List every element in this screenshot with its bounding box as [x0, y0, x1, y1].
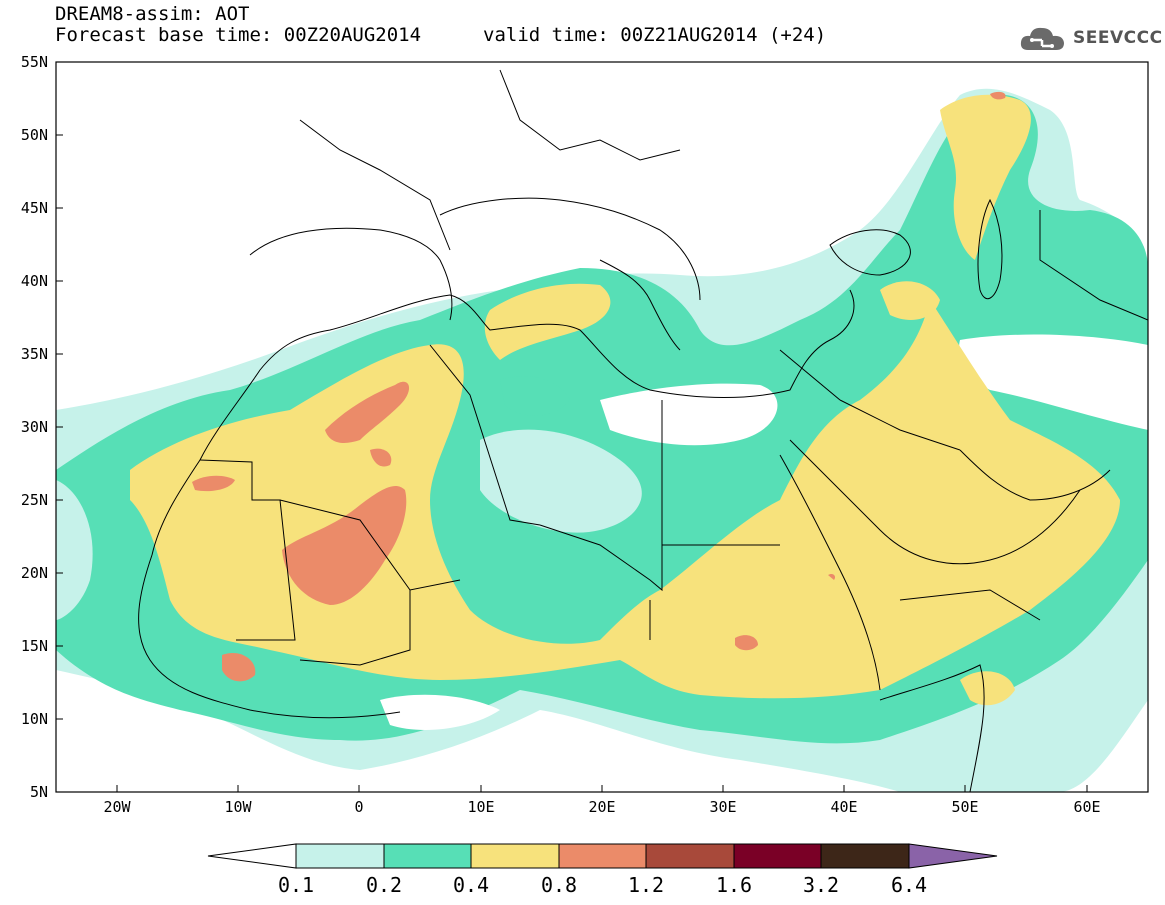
colorbar-swatch — [558, 843, 647, 869]
lat-label: 40N — [21, 272, 48, 290]
lon-label: 10W — [224, 798, 252, 816]
colorbar-swatch — [383, 843, 472, 869]
aot-band-0.8 — [282, 485, 407, 605]
lat-label: 55N — [21, 53, 48, 71]
colorbar-label: 6.4 — [891, 873, 927, 897]
colorbar-label: 1.6 — [716, 873, 752, 897]
longitude-axis: 20W 10W 0 10E 20E 30E 40E 50E 60E — [103, 785, 1101, 816]
logo-text: SEEVCCC — [1073, 28, 1163, 48]
lon-label: 20W — [103, 798, 131, 816]
colorbar: 0.1 0.2 0.4 0.8 1.2 1.6 3.2 6.4 — [207, 843, 998, 897]
colorbar-min-arrow — [207, 843, 297, 869]
aot-field — [56, 62, 1148, 792]
colorbar-swatch — [470, 843, 560, 869]
colorbar-label: 1.2 — [628, 873, 664, 897]
lon-label: 40E — [830, 798, 857, 816]
lon-label: 50E — [951, 798, 978, 816]
colorbar-label: 0.4 — [453, 873, 489, 897]
colorbar-swatch — [295, 843, 385, 869]
seevccc-logo: SEEVCCC — [1018, 22, 1162, 56]
lat-label: 45N — [21, 199, 48, 217]
latitude-axis: 5N 10N 15N 20N 25N 30N 35N 40N 45N 50N 5… — [21, 53, 63, 801]
lon-label: 10E — [467, 798, 494, 816]
lat-label: 20N — [21, 564, 48, 582]
colorbar-label: 0.2 — [366, 873, 402, 897]
coastlines — [138, 69, 1148, 792]
colorbar-swatch — [820, 843, 910, 869]
lat-label: 50N — [21, 126, 48, 144]
lat-label: 35N — [21, 345, 48, 363]
colorbar-swatch — [645, 843, 735, 869]
lat-label: 30N — [21, 418, 48, 436]
colorbar-label: 0.1 — [278, 873, 314, 897]
map-title: DREAM8-assim: AOT — [55, 3, 250, 25]
lat-label: 25N — [21, 491, 48, 509]
colorbar-swatch — [733, 843, 822, 869]
colorbar-label: 3.2 — [803, 873, 839, 897]
colorbar-max-arrow — [908, 843, 998, 869]
lat-label: 5N — [30, 783, 48, 801]
lat-label: 10N — [21, 710, 48, 728]
lon-label: 20E — [588, 798, 615, 816]
lat-label: 15N — [21, 637, 48, 655]
colorbar-label: 0.8 — [541, 873, 577, 897]
valid-time: valid time: 00Z21AUG2014 (+24) — [483, 24, 827, 46]
cloud-icon — [1020, 27, 1064, 50]
lon-label: 30E — [709, 798, 736, 816]
lon-label: 0 — [354, 798, 363, 816]
forecast-base-time: Forecast base time: 00Z20AUG2014 — [55, 24, 422, 46]
lon-label: 60E — [1073, 798, 1100, 816]
